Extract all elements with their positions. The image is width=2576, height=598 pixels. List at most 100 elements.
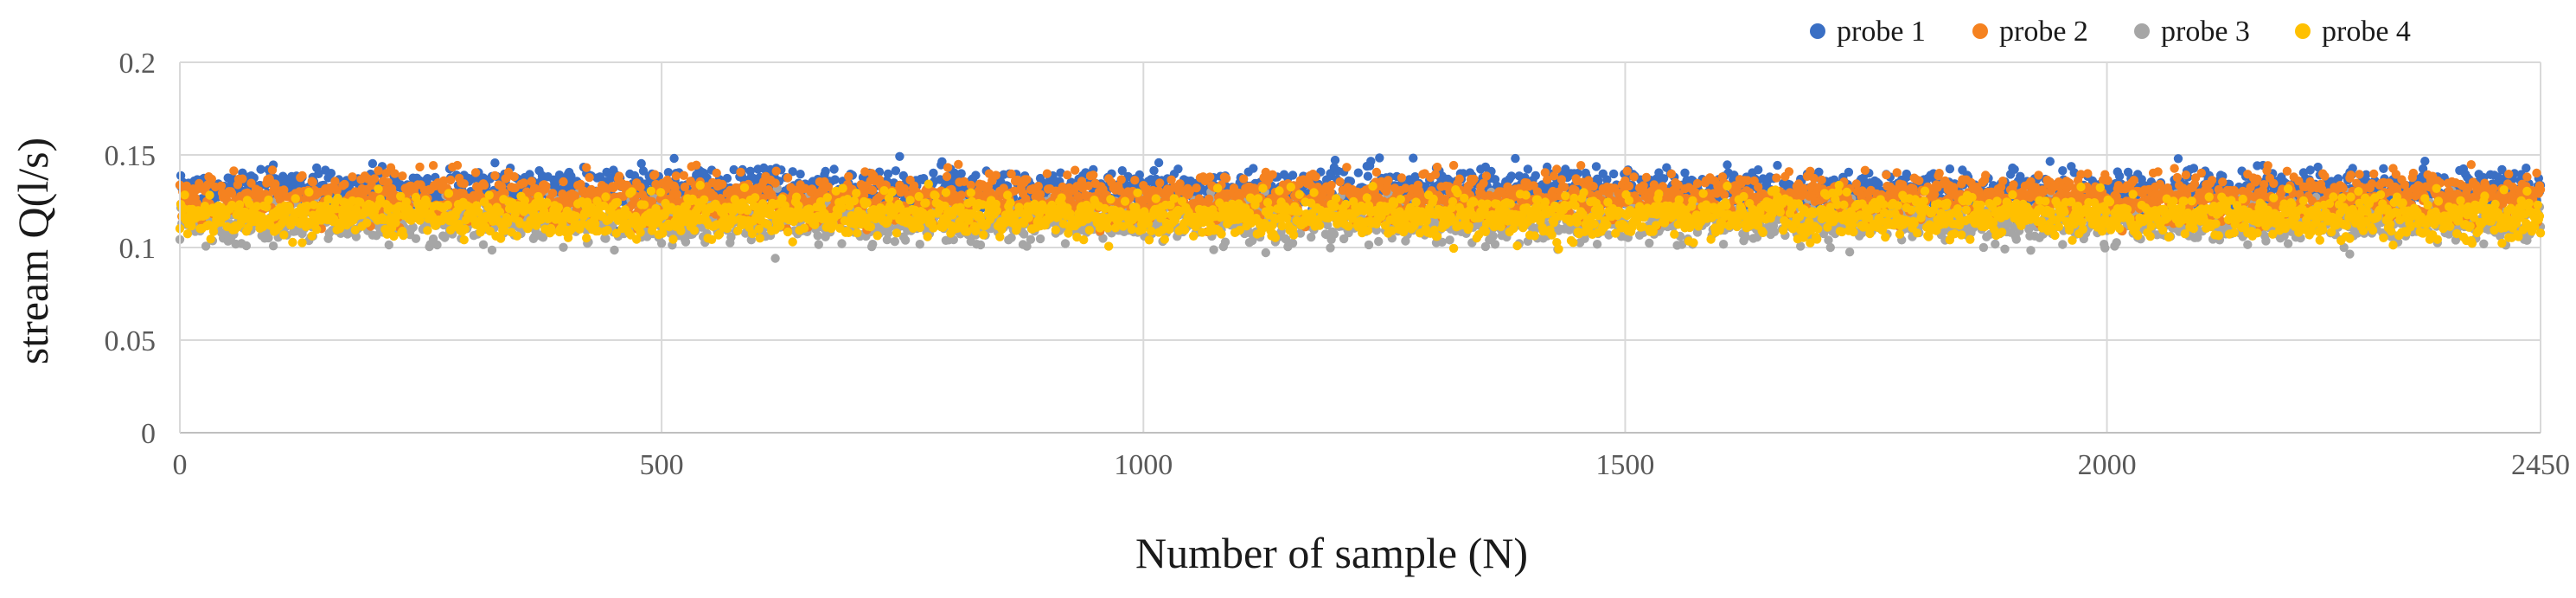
data-point — [1154, 158, 1164, 168]
data-point — [891, 166, 901, 176]
data-point — [1056, 168, 1065, 177]
data-point — [1375, 153, 1384, 163]
data-point — [1060, 239, 1071, 248]
data-point — [788, 167, 797, 177]
data-point — [2000, 244, 2010, 254]
data-point — [868, 240, 878, 249]
data-point — [829, 164, 839, 174]
data-point — [1249, 164, 1258, 173]
data-point — [1769, 227, 1780, 236]
data-point — [882, 235, 892, 245]
data-point — [1531, 170, 1541, 181]
data-point — [1363, 171, 1373, 181]
data-point — [411, 234, 421, 243]
data-point — [368, 158, 378, 169]
data-point — [830, 175, 840, 184]
data-point — [1844, 167, 1854, 177]
data-point — [2522, 164, 2531, 173]
data-point — [636, 158, 646, 169]
data-point — [821, 166, 830, 177]
data-point — [1366, 157, 1376, 166]
data-point — [2069, 168, 2079, 177]
data-point — [796, 170, 805, 179]
data-point — [1220, 237, 1230, 247]
data-point — [1814, 167, 1824, 177]
data-point — [256, 164, 265, 174]
data-point — [1209, 245, 1218, 254]
data-point — [1035, 234, 1045, 244]
data-point — [1261, 248, 1271, 258]
data-point — [1978, 242, 1989, 253]
data-point — [490, 158, 500, 168]
data-point — [1490, 240, 1500, 249]
data-point — [601, 234, 610, 243]
data-point — [1329, 229, 1339, 239]
data-point — [837, 239, 847, 248]
data-point — [487, 245, 497, 255]
data-point — [229, 166, 239, 176]
data-point — [2045, 157, 2055, 166]
data-point — [656, 238, 667, 248]
data-point — [1659, 174, 1669, 183]
data-point — [2362, 170, 2371, 179]
data-point — [384, 240, 393, 250]
data-point — [1409, 153, 1418, 163]
data-point — [432, 240, 442, 250]
data-point — [1326, 243, 1335, 253]
data-point — [408, 222, 418, 232]
data-point — [559, 242, 568, 252]
data-point — [1007, 233, 1016, 242]
data-point — [2058, 166, 2068, 176]
data-point — [2313, 162, 2323, 172]
data-point — [2479, 239, 2489, 248]
data-point — [2345, 249, 2355, 259]
data-point — [937, 157, 947, 166]
data-point — [813, 231, 822, 241]
data-point — [1523, 164, 1533, 174]
data-point — [1149, 165, 1159, 176]
data-point — [2333, 174, 2343, 183]
data-point — [2305, 165, 2315, 175]
data-point — [2379, 164, 2388, 173]
data-point — [2010, 164, 2019, 174]
data-point — [1288, 238, 1298, 248]
data-point — [2189, 164, 2199, 173]
data-point — [2058, 240, 2068, 249]
data-point — [2114, 171, 2125, 181]
data-point — [538, 233, 548, 242]
data-point — [1592, 240, 1602, 249]
data-point — [314, 169, 323, 178]
data-point — [238, 174, 247, 183]
data-point — [2026, 246, 2036, 255]
data-point — [1741, 232, 1750, 242]
data-point — [1026, 235, 1036, 244]
data-point — [1602, 175, 1612, 184]
grid-lines — [179, 61, 2541, 434]
data-point — [1844, 248, 1855, 257]
data-point — [900, 235, 911, 245]
data-point — [2418, 164, 2428, 174]
data-point — [895, 151, 904, 161]
data-point — [929, 168, 938, 178]
data-point — [1825, 242, 1835, 253]
data-point — [1723, 160, 1732, 170]
data-point — [1991, 239, 2000, 249]
data-point — [351, 232, 361, 241]
data-point — [1902, 171, 1913, 182]
data-point — [326, 169, 336, 178]
data-point — [1511, 153, 1520, 164]
data-point — [1680, 168, 1690, 177]
data-point — [1374, 236, 1384, 247]
data-point — [1591, 162, 1601, 171]
data-point — [2243, 240, 2253, 249]
data-point — [2283, 239, 2293, 248]
data-point — [241, 241, 252, 251]
data-point — [2100, 243, 2110, 253]
data-point — [1173, 164, 1183, 174]
data-point — [1645, 238, 1654, 248]
data-point — [814, 240, 823, 249]
data-point — [729, 164, 738, 175]
data-point — [722, 173, 732, 183]
data-point — [971, 170, 981, 180]
